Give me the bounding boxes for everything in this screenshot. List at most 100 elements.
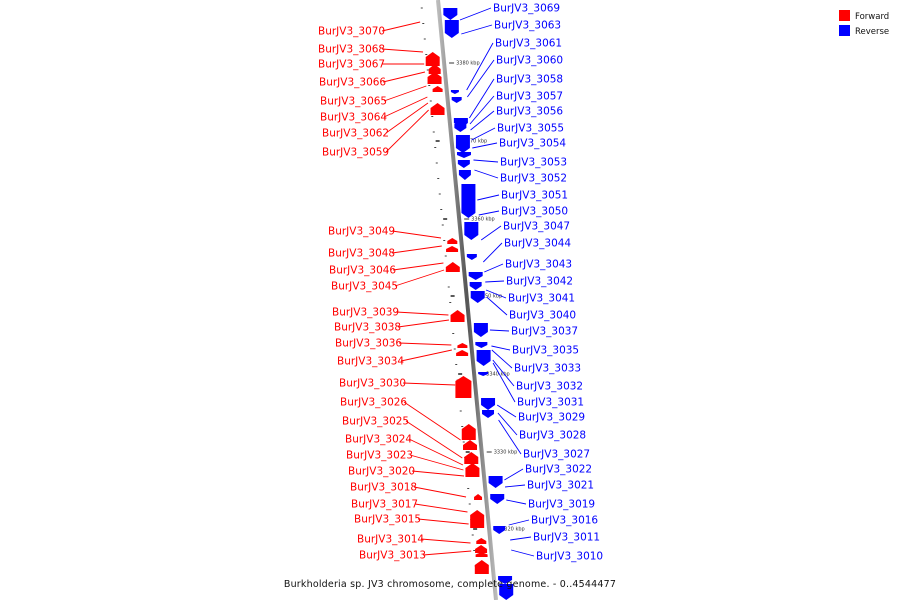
- reverse-gene-feature[interactable]: [464, 222, 479, 240]
- forward-gene-label[interactable]: BurJV3_3062: [322, 128, 389, 140]
- reverse-gene-feature[interactable]: [475, 342, 488, 348]
- reverse-gene-feature[interactable]: [466, 254, 477, 260]
- forward-gene-feature[interactable]: [463, 440, 478, 450]
- forward-gene-feature[interactable]: [430, 103, 445, 115]
- forward-gene-feature[interactable]: [476, 538, 487, 544]
- reverse-gene-feature[interactable]: [490, 494, 505, 504]
- reverse-gene-label[interactable]: BurJV3_3041: [508, 293, 575, 305]
- forward-gene-label[interactable]: BurJV3_3030: [339, 378, 406, 390]
- reverse-gene-label[interactable]: BurJV3_3032: [516, 381, 583, 393]
- forward-gene-label[interactable]: BurJV3_3034: [337, 356, 404, 368]
- forward-gene-label[interactable]: BurJV3_3038: [334, 322, 401, 334]
- reverse-gene-label[interactable]: BurJV3_3056: [496, 106, 563, 118]
- reverse-gene-label[interactable]: BurJV3_3047: [503, 221, 570, 233]
- reverse-gene-feature[interactable]: [493, 526, 506, 534]
- reverse-gene-label[interactable]: BurJV3_3040: [509, 310, 576, 322]
- forward-gene-feature[interactable]: [470, 510, 485, 528]
- reverse-gene-feature[interactable]: [454, 124, 467, 132]
- reverse-gene-label[interactable]: BurJV3_3069: [493, 3, 560, 15]
- reverse-gene-feature[interactable]: [450, 90, 459, 94]
- reverse-gene-label[interactable]: BurJV3_3043: [505, 259, 572, 271]
- reverse-gene-label[interactable]: BurJV3_3019: [528, 499, 595, 511]
- reverse-gene-label[interactable]: BurJV3_3060: [496, 55, 563, 67]
- forward-gene-feature[interactable]: [456, 350, 469, 356]
- reverse-gene-feature[interactable]: [498, 576, 513, 584]
- forward-gene-label[interactable]: BurJV3_3066: [319, 77, 386, 89]
- reverse-gene-feature[interactable]: [488, 476, 503, 488]
- reverse-gene-label[interactable]: BurJV3_3029: [518, 412, 585, 424]
- reverse-gene-feature[interactable]: [461, 184, 476, 218]
- reverse-gene-label[interactable]: BurJV3_3042: [506, 276, 573, 288]
- reverse-gene-feature[interactable]: [451, 97, 462, 103]
- forward-gene-label[interactable]: BurJV3_3067: [318, 59, 385, 71]
- forward-gene-feature[interactable]: [475, 545, 488, 553]
- reverse-gene-feature[interactable]: [470, 291, 485, 303]
- forward-gene-label[interactable]: BurJV3_3049: [328, 226, 395, 238]
- forward-gene-label[interactable]: BurJV3_3064: [320, 112, 387, 124]
- reverse-gene-label[interactable]: BurJV3_3063: [494, 20, 561, 32]
- forward-gene-label[interactable]: BurJV3_3025: [342, 416, 409, 428]
- forward-gene-label[interactable]: BurJV3_3013: [359, 550, 426, 562]
- reverse-gene-label[interactable]: BurJV3_3054: [499, 138, 566, 150]
- forward-gene-label[interactable]: BurJV3_3048: [328, 248, 395, 260]
- reverse-gene-feature[interactable]: [499, 584, 514, 600]
- reverse-gene-label[interactable]: BurJV3_3037: [511, 326, 578, 338]
- reverse-gene-label[interactable]: BurJV3_3031: [517, 397, 584, 409]
- reverse-gene-label[interactable]: BurJV3_3010: [536, 551, 603, 563]
- forward-gene-label[interactable]: BurJV3_3036: [335, 338, 402, 350]
- forward-gene-label[interactable]: BurJV3_3068: [318, 44, 385, 56]
- forward-gene-feature[interactable]: [446, 246, 459, 252]
- forward-gene-feature[interactable]: [474, 494, 483, 500]
- forward-gene-label[interactable]: BurJV3_3020: [348, 466, 415, 478]
- reverse-gene-feature[interactable]: [468, 272, 483, 280]
- reverse-gene-label[interactable]: BurJV3_3051: [501, 190, 568, 202]
- reverse-gene-feature[interactable]: [473, 323, 488, 337]
- forward-gene-feature[interactable]: [465, 463, 480, 477]
- reverse-gene-label[interactable]: BurJV3_3016: [531, 515, 598, 527]
- forward-gene-label[interactable]: BurJV3_3015: [354, 514, 421, 526]
- forward-gene-label[interactable]: BurJV3_3039: [332, 307, 399, 319]
- forward-gene-feature[interactable]: [428, 64, 441, 74]
- reverse-gene-feature[interactable]: [455, 135, 470, 153]
- reverse-gene-label[interactable]: BurJV3_3053: [500, 157, 567, 169]
- reverse-gene-feature[interactable]: [482, 410, 495, 418]
- reverse-gene-feature[interactable]: [469, 282, 482, 290]
- forward-gene-feature[interactable]: [455, 376, 472, 398]
- reverse-gene-feature[interactable]: [458, 170, 471, 180]
- reverse-gene-label[interactable]: BurJV3_3052: [500, 173, 567, 185]
- forward-gene-feature[interactable]: [450, 310, 465, 322]
- reverse-gene-label[interactable]: BurJV3_3021: [527, 480, 594, 492]
- forward-gene-label[interactable]: BurJV3_3017: [351, 499, 418, 511]
- reverse-gene-feature[interactable]: [476, 350, 491, 366]
- forward-gene-feature[interactable]: [475, 552, 488, 557]
- reverse-gene-label[interactable]: BurJV3_3055: [497, 123, 564, 135]
- forward-gene-feature[interactable]: [474, 560, 489, 574]
- reverse-gene-feature[interactable]: [443, 8, 458, 20]
- forward-gene-label[interactable]: BurJV3_3024: [345, 434, 412, 446]
- forward-gene-feature[interactable]: [425, 52, 440, 66]
- reverse-gene-feature[interactable]: [444, 20, 459, 38]
- forward-gene-feature[interactable]: [427, 72, 442, 84]
- reverse-gene-label[interactable]: BurJV3_3028: [519, 430, 586, 442]
- forward-gene-feature[interactable]: [461, 424, 476, 440]
- reverse-gene-label[interactable]: BurJV3_3011: [533, 532, 600, 544]
- reverse-gene-label[interactable]: BurJV3_3035: [512, 345, 579, 357]
- reverse-gene-feature[interactable]: [457, 160, 470, 168]
- reverse-gene-feature[interactable]: [456, 152, 471, 158]
- reverse-gene-label[interactable]: BurJV3_3050: [501, 206, 568, 218]
- forward-gene-label[interactable]: BurJV3_3018: [350, 482, 417, 494]
- forward-gene-label[interactable]: BurJV3_3014: [357, 534, 424, 546]
- forward-gene-feature[interactable]: [447, 238, 458, 244]
- reverse-gene-label[interactable]: BurJV3_3027: [523, 449, 590, 461]
- forward-gene-feature[interactable]: [432, 86, 443, 92]
- reverse-gene-label[interactable]: BurJV3_3044: [504, 238, 571, 250]
- forward-gene-label[interactable]: BurJV3_3070: [318, 26, 385, 38]
- forward-gene-label[interactable]: BurJV3_3065: [320, 96, 387, 108]
- forward-gene-label[interactable]: BurJV3_3059: [322, 147, 389, 159]
- forward-gene-feature[interactable]: [457, 343, 468, 348]
- reverse-gene-feature[interactable]: [478, 372, 489, 376]
- reverse-gene-label[interactable]: BurJV3_3022: [525, 464, 592, 476]
- forward-gene-label[interactable]: BurJV3_3046: [329, 265, 396, 277]
- forward-gene-feature[interactable]: [464, 452, 479, 464]
- reverse-gene-label[interactable]: BurJV3_3058: [496, 74, 563, 86]
